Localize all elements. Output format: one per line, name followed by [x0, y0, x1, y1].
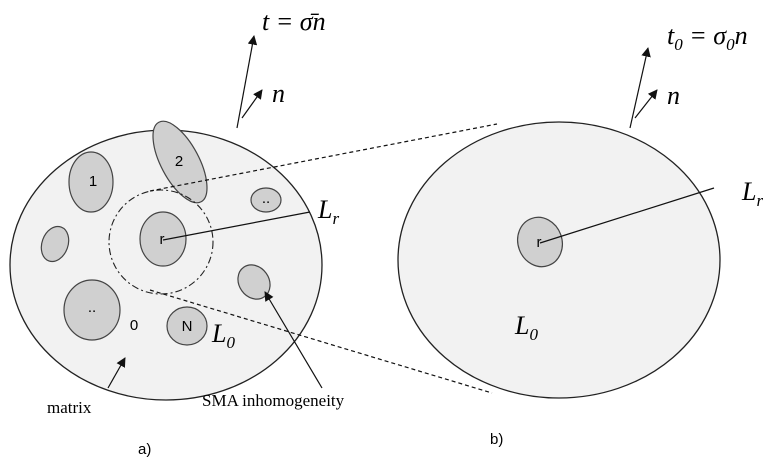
sma-label: SMA inhomogeneity — [202, 391, 345, 410]
moduli: Lr — [317, 195, 339, 228]
label: r — [160, 231, 165, 248]
moduli: L0 — [211, 319, 235, 352]
inclusion — [40, 225, 70, 263]
matrix-label: matrix — [47, 398, 92, 417]
rve-boundary — [108, 189, 214, 295]
base: L — [514, 311, 529, 340]
label: 0 — [130, 317, 138, 334]
traction-arrow — [629, 47, 651, 129]
normal: n — [667, 81, 680, 110]
label: .. — [262, 190, 270, 207]
inclusion — [63, 279, 121, 341]
label: r — [537, 234, 542, 251]
sub: 0 — [529, 325, 538, 344]
traction: t = σ̄n — [262, 7, 326, 36]
connector — [149, 289, 493, 394]
label: N — [182, 318, 193, 335]
base: t — [667, 21, 675, 50]
normal: n — [272, 79, 285, 108]
arrow — [107, 357, 126, 389]
moduli: L0 — [514, 311, 538, 344]
tail: n — [735, 21, 748, 50]
connector — [149, 123, 498, 192]
lhs: t = — [262, 7, 300, 36]
label: 1 — [89, 173, 97, 190]
inclusion — [166, 306, 208, 346]
caption: a) — [138, 441, 151, 458]
body-b — [397, 121, 721, 399]
inclusion — [139, 211, 187, 267]
arrow — [264, 291, 323, 389]
traction: t0 = σ0n — [667, 21, 748, 54]
inclusion — [517, 216, 563, 268]
normal-arrow — [241, 89, 263, 119]
rhs: n — [313, 7, 326, 36]
inclusion — [68, 151, 114, 213]
leader — [162, 211, 311, 241]
label: 2 — [175, 153, 183, 170]
eq: = σ — [683, 21, 728, 50]
label: .. — [88, 299, 96, 316]
inclusion — [237, 264, 271, 300]
base: L — [211, 319, 226, 348]
base: L — [317, 195, 332, 224]
sub: r — [332, 209, 339, 228]
sub: 0 — [726, 35, 735, 54]
traction-arrow — [236, 35, 258, 129]
normal-arrow — [634, 89, 658, 119]
moduli: Lr — [741, 177, 763, 210]
inclusion — [250, 187, 282, 213]
caption: b) — [490, 431, 503, 448]
leader — [539, 187, 715, 244]
sub: 0 — [226, 333, 235, 352]
base: L — [741, 177, 756, 206]
sub: 0 — [674, 35, 683, 54]
sub: r — [756, 191, 763, 210]
